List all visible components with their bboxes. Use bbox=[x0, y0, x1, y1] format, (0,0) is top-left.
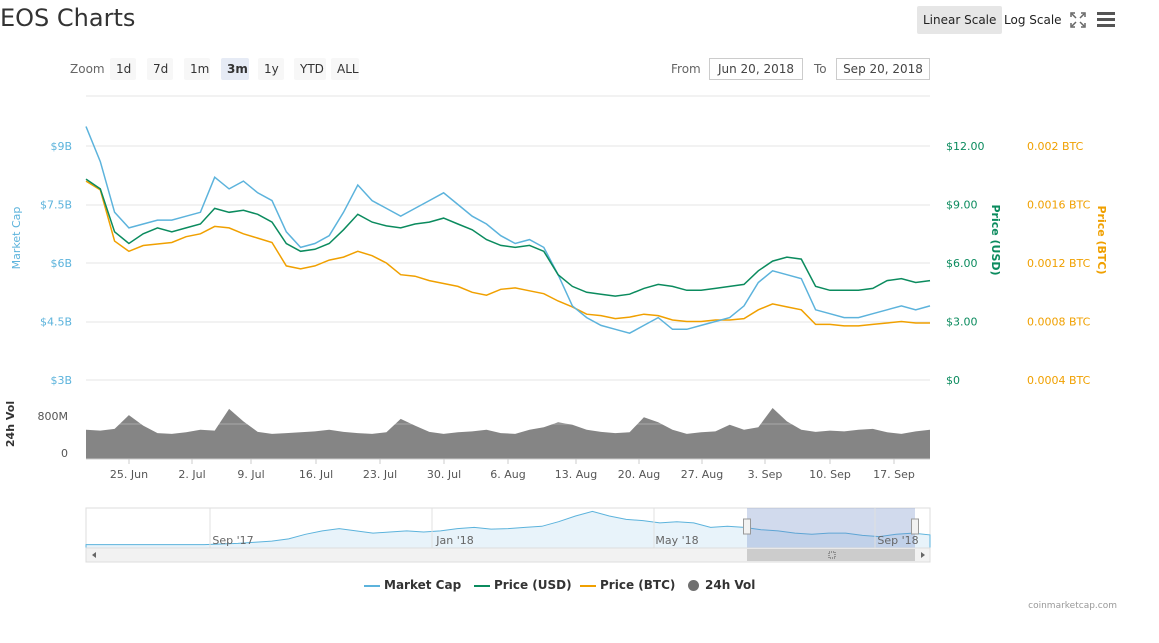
scroll-grip-icon bbox=[828, 551, 836, 559]
zoom-button-1m[interactable]: 1m bbox=[184, 58, 210, 80]
legend-line-icon bbox=[474, 584, 490, 587]
page-title: EOS Charts bbox=[0, 4, 136, 32]
navigator-tick-label: Sep '18 bbox=[877, 534, 918, 547]
price-usd-line bbox=[85, 178, 931, 297]
navigator-series bbox=[85, 510, 931, 549]
x-tick-label: 10. Sep bbox=[809, 468, 851, 481]
market-cap-line bbox=[85, 126, 931, 335]
usd-tick-label: $3.00 bbox=[946, 316, 978, 329]
legend-line-icon bbox=[580, 584, 596, 587]
market-cap-tick-label: $7.5B bbox=[40, 199, 72, 212]
volume-tick-label: 0 bbox=[61, 447, 68, 460]
market-cap-tick-label: $3B bbox=[50, 374, 72, 387]
scroll-left-icon[interactable] bbox=[92, 552, 96, 558]
x-tick-label: 2. Jul bbox=[178, 468, 205, 481]
btc-tick-label: 0.0016 BTC bbox=[1027, 199, 1091, 212]
menu-icon[interactable] bbox=[1096, 11, 1116, 31]
btc-tick-label: 0.0004 BTC bbox=[1027, 374, 1091, 387]
navigator-handle[interactable] bbox=[911, 518, 919, 535]
x-tick-label: 25. Jun bbox=[110, 468, 148, 481]
legend-label: Price (USD) bbox=[494, 578, 572, 592]
navigator-tick-label: Jan '18 bbox=[435, 534, 473, 547]
legend-label: Market Cap bbox=[384, 578, 462, 592]
zoom-label: Zoom bbox=[70, 62, 105, 76]
x-tick-label: 16. Jul bbox=[299, 468, 333, 481]
legend-price-usd[interactable]: Price (USD) bbox=[474, 578, 572, 592]
zoom-button-7d[interactable]: 7d bbox=[147, 58, 173, 80]
legend: Market Cap Price (USD) Price (BTC) 24h V… bbox=[0, 578, 1159, 596]
zoom-button-ytd[interactable]: YTD bbox=[294, 58, 326, 80]
navigator-tick-label: Sep '17 bbox=[212, 534, 253, 547]
credit-link[interactable]: coinmarketcap.com bbox=[1028, 601, 1117, 611]
btc-tick-label: 0.0012 BTC bbox=[1027, 257, 1091, 270]
volume-tick-label: 800M bbox=[38, 410, 69, 423]
from-date-input[interactable]: Jun 20, 2018 bbox=[709, 58, 803, 80]
volume-axis-title: 24h Vol bbox=[4, 401, 17, 447]
legend-dot-icon bbox=[688, 580, 699, 591]
zoom-button-1y[interactable]: 1y bbox=[258, 58, 284, 80]
navigator-handle[interactable] bbox=[743, 518, 751, 535]
legend-24h-vol[interactable]: 24h Vol bbox=[688, 578, 755, 592]
x-tick-label: 9. Jul bbox=[237, 468, 264, 481]
x-tick-label: 3. Sep bbox=[748, 468, 783, 481]
log-scale-button[interactable]: Log Scale bbox=[1004, 13, 1062, 27]
scroll-right-icon[interactable] bbox=[921, 552, 925, 558]
zoom-button-3m[interactable]: 3m bbox=[221, 58, 249, 80]
x-tick-label: 17. Sep bbox=[873, 468, 915, 481]
x-tick-label: 27. Aug bbox=[681, 468, 723, 481]
navigator-selection[interactable] bbox=[747, 508, 915, 548]
navigator-tick-label: May '18 bbox=[655, 534, 698, 547]
scrollbar-track[interactable] bbox=[85, 547, 931, 563]
legend-label: 24h Vol bbox=[705, 578, 756, 592]
x-tick-label: 6. Aug bbox=[490, 468, 525, 481]
legend-label: Price (BTC) bbox=[600, 578, 676, 592]
btc-tick-label: 0.002 BTC bbox=[1027, 140, 1084, 153]
market-cap-tick-label: $6B bbox=[50, 257, 72, 270]
market-cap-axis-title: Market Cap bbox=[10, 207, 23, 270]
usd-tick-label: $9.00 bbox=[946, 199, 978, 212]
usd-tick-label: $12.00 bbox=[946, 140, 985, 153]
btc-tick-label: 0.0008 BTC bbox=[1027, 316, 1091, 329]
legend-line-icon bbox=[364, 584, 380, 587]
volume-area bbox=[86, 408, 930, 459]
market-cap-tick-label: $9B bbox=[50, 140, 72, 153]
usd-tick-label: $6.00 bbox=[946, 257, 978, 270]
x-tick-label: 30. Jul bbox=[427, 468, 461, 481]
legend-market-cap[interactable]: Market Cap bbox=[364, 578, 461, 592]
x-tick-label: 13. Aug bbox=[555, 468, 597, 481]
x-tick-label: 23. Jul bbox=[363, 468, 397, 481]
to-date-input[interactable]: Sep 20, 2018 bbox=[836, 58, 930, 80]
x-tick-label: 20. Aug bbox=[618, 468, 660, 481]
price-btc-line bbox=[85, 180, 930, 327]
zoom-button-all[interactable]: ALL bbox=[331, 58, 359, 80]
legend-price-btc[interactable]: Price (BTC) bbox=[580, 578, 675, 592]
usd-axis-title: Price (USD) bbox=[989, 204, 1002, 275]
fullscreen-icon[interactable] bbox=[1070, 12, 1086, 32]
btc-axis-title: Price (BTC) bbox=[1095, 205, 1108, 274]
to-label: To bbox=[814, 62, 827, 76]
from-label: From bbox=[671, 62, 701, 76]
zoom-button-1d[interactable]: 1d bbox=[110, 58, 136, 80]
linear-scale-button[interactable]: Linear Scale bbox=[917, 6, 1003, 34]
market-cap-tick-label: $4.5B bbox=[40, 316, 72, 329]
usd-tick-label: $0 bbox=[946, 374, 960, 387]
scrollbar-thumb[interactable] bbox=[747, 549, 915, 561]
